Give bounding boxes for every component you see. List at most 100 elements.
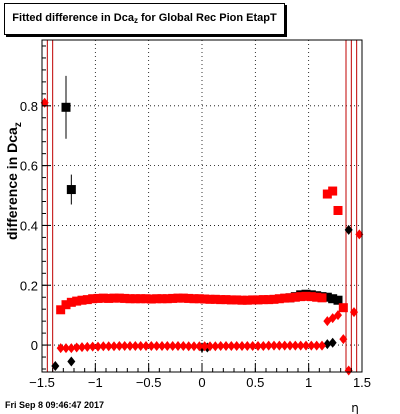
red-diamond-point xyxy=(232,340,241,351)
red-diamond-point xyxy=(62,343,70,354)
red-square-point xyxy=(184,293,194,303)
red-diamond-point xyxy=(94,341,102,352)
red-diamond-point xyxy=(238,340,246,351)
red-square-point xyxy=(109,293,119,303)
red-square-point xyxy=(66,297,76,307)
red-diamond-point xyxy=(334,310,342,321)
red-square-point xyxy=(338,303,348,313)
red-square-point xyxy=(200,294,210,304)
red-diamond-point xyxy=(355,229,364,240)
red-square-point xyxy=(194,294,204,304)
red-diamond-point xyxy=(339,334,348,345)
red-diamond-point xyxy=(88,341,97,352)
red-diamond-point xyxy=(296,340,305,351)
red-diamond-point xyxy=(56,343,65,354)
x-tick-label: −1 xyxy=(88,375,103,390)
red-square-point xyxy=(333,205,343,215)
red-square-point xyxy=(77,295,87,305)
red-diamond-point xyxy=(179,340,188,351)
red-diamond-point xyxy=(200,341,209,352)
red-diamond-point xyxy=(216,340,225,351)
y-tick-label: 0.8 xyxy=(20,99,38,114)
red-diamond-point xyxy=(222,340,230,351)
red-square-point xyxy=(258,295,268,305)
red-square-point xyxy=(232,295,242,305)
chart-title-box: Fitted difference in Dcaz for Global Rec… xyxy=(4,3,285,35)
red-square-point xyxy=(130,294,140,304)
red-diamond-point xyxy=(259,340,268,351)
red-square-point xyxy=(72,296,82,306)
red-diamond-point xyxy=(291,340,300,351)
red-square-point xyxy=(189,294,199,304)
red-square-point xyxy=(146,294,156,304)
red-diamond-point xyxy=(286,340,294,351)
y-axis-label-subscript: z xyxy=(13,122,24,127)
y-axis-label-main: difference in Dca xyxy=(4,127,20,240)
red-diamond-point xyxy=(195,341,204,352)
red-square-point xyxy=(216,295,226,305)
black-diamond-point xyxy=(323,339,332,350)
red-diamond-point xyxy=(243,340,252,351)
y-tick-label: 0.4 xyxy=(20,218,38,233)
red-diamond-point xyxy=(264,340,273,351)
red-diamond-point xyxy=(99,341,108,352)
red-square-point xyxy=(237,295,247,305)
x-axis-label: η xyxy=(351,401,359,414)
red-diamond-point xyxy=(350,307,358,318)
red-diamond-point xyxy=(270,340,278,351)
timestamp-label: Fri Sep 8 09:46:47 2017 xyxy=(5,400,105,410)
red-diamond-point xyxy=(254,340,262,351)
red-diamond-point xyxy=(131,340,140,351)
red-square-point xyxy=(274,294,284,304)
y-tick-label: 0 xyxy=(31,338,38,353)
red-diamond-point xyxy=(211,341,220,352)
red-square-point xyxy=(312,292,322,302)
black-square-point xyxy=(328,294,338,304)
red-square-point xyxy=(253,295,263,305)
red-square-point xyxy=(322,189,332,199)
red-square-point xyxy=(301,291,311,301)
tick-labels: −1.5 −1 −0.5 0 0.5 1 1.5 0 0.2 0.4 0.6 0.8 xyxy=(20,99,371,390)
red-square-point xyxy=(173,293,183,303)
red-square-point xyxy=(82,295,92,305)
red-square-point xyxy=(317,293,327,303)
red-square-point xyxy=(114,293,124,303)
red-diamond-point xyxy=(126,340,134,351)
black-square-point xyxy=(322,292,332,302)
x-tick-label: 0.5 xyxy=(246,375,264,390)
red-square-point xyxy=(152,294,162,304)
red-diamond-point xyxy=(190,341,198,352)
black-diamond-point xyxy=(328,337,337,348)
red-diamond-point xyxy=(174,340,182,351)
red-diamond-point xyxy=(147,340,156,351)
red-diamond-point xyxy=(318,340,326,351)
reference-lines xyxy=(46,40,358,372)
red-diamond-point xyxy=(120,340,129,351)
red-square-point xyxy=(120,293,130,303)
y-axis-label: difference in Dcaz xyxy=(4,122,24,240)
red-diamond-point xyxy=(136,340,145,351)
black-diamond-point xyxy=(344,224,353,235)
red-diamond-point xyxy=(302,340,310,351)
red-square-point xyxy=(61,300,71,310)
black-diamond-point xyxy=(51,361,60,372)
plot-frame xyxy=(41,39,363,373)
red-square-point xyxy=(290,292,300,302)
red-square-point xyxy=(56,305,66,315)
red-square-point xyxy=(141,294,151,304)
red-square-point xyxy=(157,294,167,304)
x-tick-label: 0 xyxy=(198,375,205,390)
y-tick-label: 0.2 xyxy=(20,278,38,293)
red-diamond-point xyxy=(206,341,214,352)
red-square-point xyxy=(178,293,188,303)
red-diamond-point xyxy=(307,340,316,351)
red-square-point xyxy=(205,294,215,304)
red-square-point xyxy=(168,293,178,303)
x-tick-label: −0.5 xyxy=(136,375,162,390)
red-diamond-point xyxy=(115,340,124,351)
black-square-point xyxy=(66,185,76,195)
red-diamond-point xyxy=(275,340,284,351)
y-tick-label: 0.6 xyxy=(20,159,38,174)
black-square-point xyxy=(61,102,71,112)
black-square-point xyxy=(333,295,343,305)
